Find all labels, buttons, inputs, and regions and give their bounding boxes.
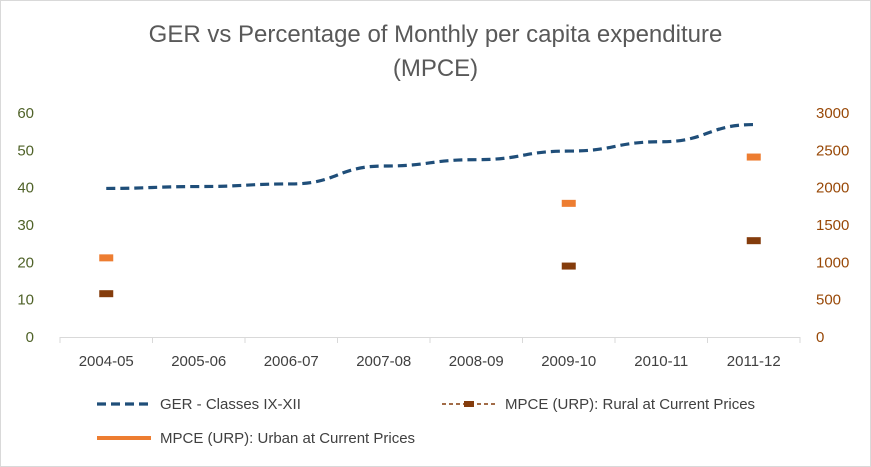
marker-mpce-rural: [561, 262, 576, 270]
legend: GER - Classes IX-XII MPCE (URP): Rural at…: [97, 396, 755, 447]
x-tick-label: 2007-08: [356, 353, 411, 370]
y-left-tick-label: 60: [17, 105, 34, 122]
marker-mpce-urban: [561, 199, 576, 207]
chart-title: GER vs Percentage of Monthly per capita …: [0, 18, 871, 86]
y-left-tick-label: 10: [17, 292, 34, 309]
y-right-tick-label: 2500: [816, 142, 849, 159]
axes-layer: 2004-05 2005-06 2006-07 2007-08 2008-09 2009-…: [17, 105, 849, 370]
series-line-ger: [106, 122, 754, 191]
y-left-tick-label: 20: [17, 254, 34, 271]
x-tick-label: 2006-07: [264, 353, 319, 370]
y-left-tick-label: 0: [26, 329, 34, 346]
y-left-tick-label: 30: [17, 217, 34, 234]
y-right-tick-label: 1500: [816, 217, 849, 234]
x-tick-label: 2009-10: [541, 353, 596, 370]
legend-item: GER - Classes IX-XII: [97, 396, 301, 413]
x-tick-label: 2010-11: [634, 353, 688, 370]
y-right-tick-label: 500: [816, 292, 841, 309]
chart-title-line1: GER vs Percentage of Monthly per capita …: [148, 21, 723, 48]
legend-label: GER - Classes IX-XII: [160, 396, 301, 413]
x-tick-label: 2011-12: [727, 353, 781, 370]
legend-item: MPCE (URP): Urban at Current Prices: [97, 430, 415, 447]
y-right-tick-label: 2000: [816, 180, 849, 197]
marker-mpce-urban: [99, 254, 114, 262]
marker-mpce-rural: [99, 290, 114, 298]
series-layer: [99, 122, 761, 298]
x-tick-label: 2008-09: [449, 353, 504, 370]
marker-mpce-rural: [746, 237, 761, 245]
legend-swatch-marker: [464, 401, 474, 407]
x-tick-label: 2004-05: [79, 353, 134, 370]
y-left-tick-label: 50: [17, 142, 34, 159]
y-right-tick-label: 3000: [816, 105, 849, 122]
y-right-tick-label: 0: [816, 329, 824, 346]
legend-label: MPCE (URP): Urban at Current Prices: [160, 430, 415, 447]
legend-item: MPCE (URP): Rural at Current Prices: [442, 396, 755, 413]
y-left-tick-label: 40: [17, 180, 34, 197]
marker-mpce-urban: [746, 153, 761, 161]
legend-label: MPCE (URP): Rural at Current Prices: [505, 396, 755, 413]
y-right-tick-label: 1000: [816, 254, 849, 271]
chart-title-line2: (MPCE): [392, 55, 479, 82]
x-tick-label: 2005-06: [171, 353, 226, 370]
